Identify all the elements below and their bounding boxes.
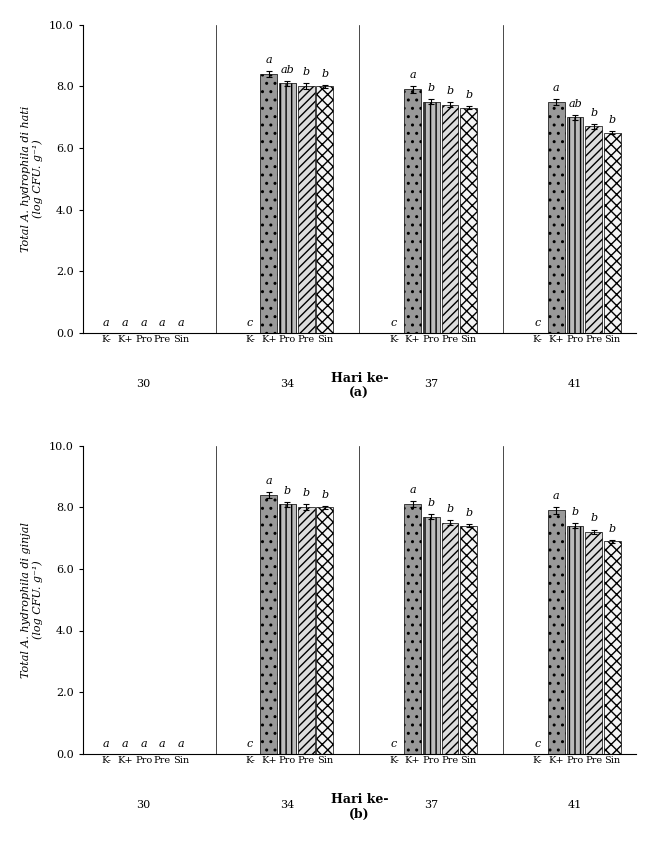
Text: b: b — [465, 90, 472, 100]
Bar — [604, 132, 621, 333]
Text: a: a — [141, 739, 147, 749]
Text: ab: ab — [281, 65, 294, 75]
Bar — [442, 105, 459, 333]
Bar — [566, 117, 583, 333]
Text: c: c — [535, 739, 541, 749]
Bar — [442, 523, 459, 754]
Text: c: c — [391, 739, 397, 749]
Text: b: b — [446, 86, 453, 96]
Text: a: a — [122, 318, 128, 328]
Text: a: a — [159, 739, 166, 749]
Bar — [317, 508, 333, 754]
Text: a: a — [159, 318, 166, 328]
Bar — [279, 83, 296, 333]
Text: a: a — [553, 491, 560, 501]
Text: 41: 41 — [568, 379, 582, 389]
Y-axis label: Total A. hydrophila di ginjal
(log CFU. g⁻¹): Total A. hydrophila di ginjal (log CFU. … — [21, 522, 43, 678]
Text: b: b — [284, 486, 291, 496]
Bar — [260, 74, 277, 333]
Text: 34: 34 — [281, 800, 294, 810]
Text: a: a — [122, 739, 128, 749]
Bar — [404, 89, 421, 333]
Text: c: c — [535, 318, 541, 328]
Text: a: a — [178, 739, 185, 749]
Text: a: a — [409, 485, 416, 495]
Text: b: b — [590, 108, 597, 118]
Text: a: a — [178, 318, 185, 328]
Bar — [404, 504, 421, 754]
Bar — [279, 504, 296, 754]
Text: b: b — [465, 509, 472, 518]
Bar — [548, 510, 565, 754]
Text: b: b — [609, 524, 616, 534]
X-axis label: Hari ke-
(b): Hari ke- (b) — [330, 793, 388, 821]
Text: b: b — [572, 507, 579, 517]
Bar — [260, 495, 277, 754]
Text: 30: 30 — [137, 800, 151, 810]
Bar — [548, 102, 565, 333]
Text: c: c — [247, 739, 253, 749]
Bar — [585, 126, 602, 333]
Text: b: b — [590, 514, 597, 524]
Text: b: b — [428, 498, 435, 508]
Text: b: b — [321, 490, 328, 499]
Bar — [604, 541, 621, 754]
Text: a: a — [265, 55, 272, 65]
Bar — [317, 87, 333, 333]
Text: a: a — [553, 83, 560, 93]
Text: a: a — [141, 318, 147, 328]
Text: 34: 34 — [281, 379, 294, 389]
Text: a: a — [103, 739, 110, 749]
Bar — [566, 526, 583, 754]
Text: b: b — [303, 67, 309, 77]
X-axis label: Hari ke-
(a): Hari ke- (a) — [330, 372, 388, 400]
Text: 37: 37 — [424, 800, 438, 810]
Bar — [423, 517, 440, 754]
Bar — [298, 508, 315, 754]
Text: c: c — [247, 318, 253, 328]
Bar — [461, 108, 477, 333]
Text: 41: 41 — [568, 800, 582, 810]
Text: 37: 37 — [424, 379, 438, 389]
Text: a: a — [409, 70, 416, 80]
Text: c: c — [391, 318, 397, 328]
Text: b: b — [428, 83, 435, 93]
Text: b: b — [609, 115, 616, 125]
Text: b: b — [321, 69, 328, 78]
Y-axis label: Total A. hydrophila di hati
(log CFU. g⁻¹): Total A. hydrophila di hati (log CFU. g⁻… — [21, 105, 43, 252]
Bar — [298, 87, 315, 333]
Text: b: b — [446, 504, 453, 514]
Text: a: a — [265, 476, 272, 486]
Bar — [461, 526, 477, 754]
Text: b: b — [303, 488, 309, 498]
Text: 30: 30 — [137, 379, 151, 389]
Text: ab: ab — [568, 99, 582, 109]
Text: a: a — [103, 318, 110, 328]
Bar — [585, 532, 602, 754]
Bar — [423, 102, 440, 333]
